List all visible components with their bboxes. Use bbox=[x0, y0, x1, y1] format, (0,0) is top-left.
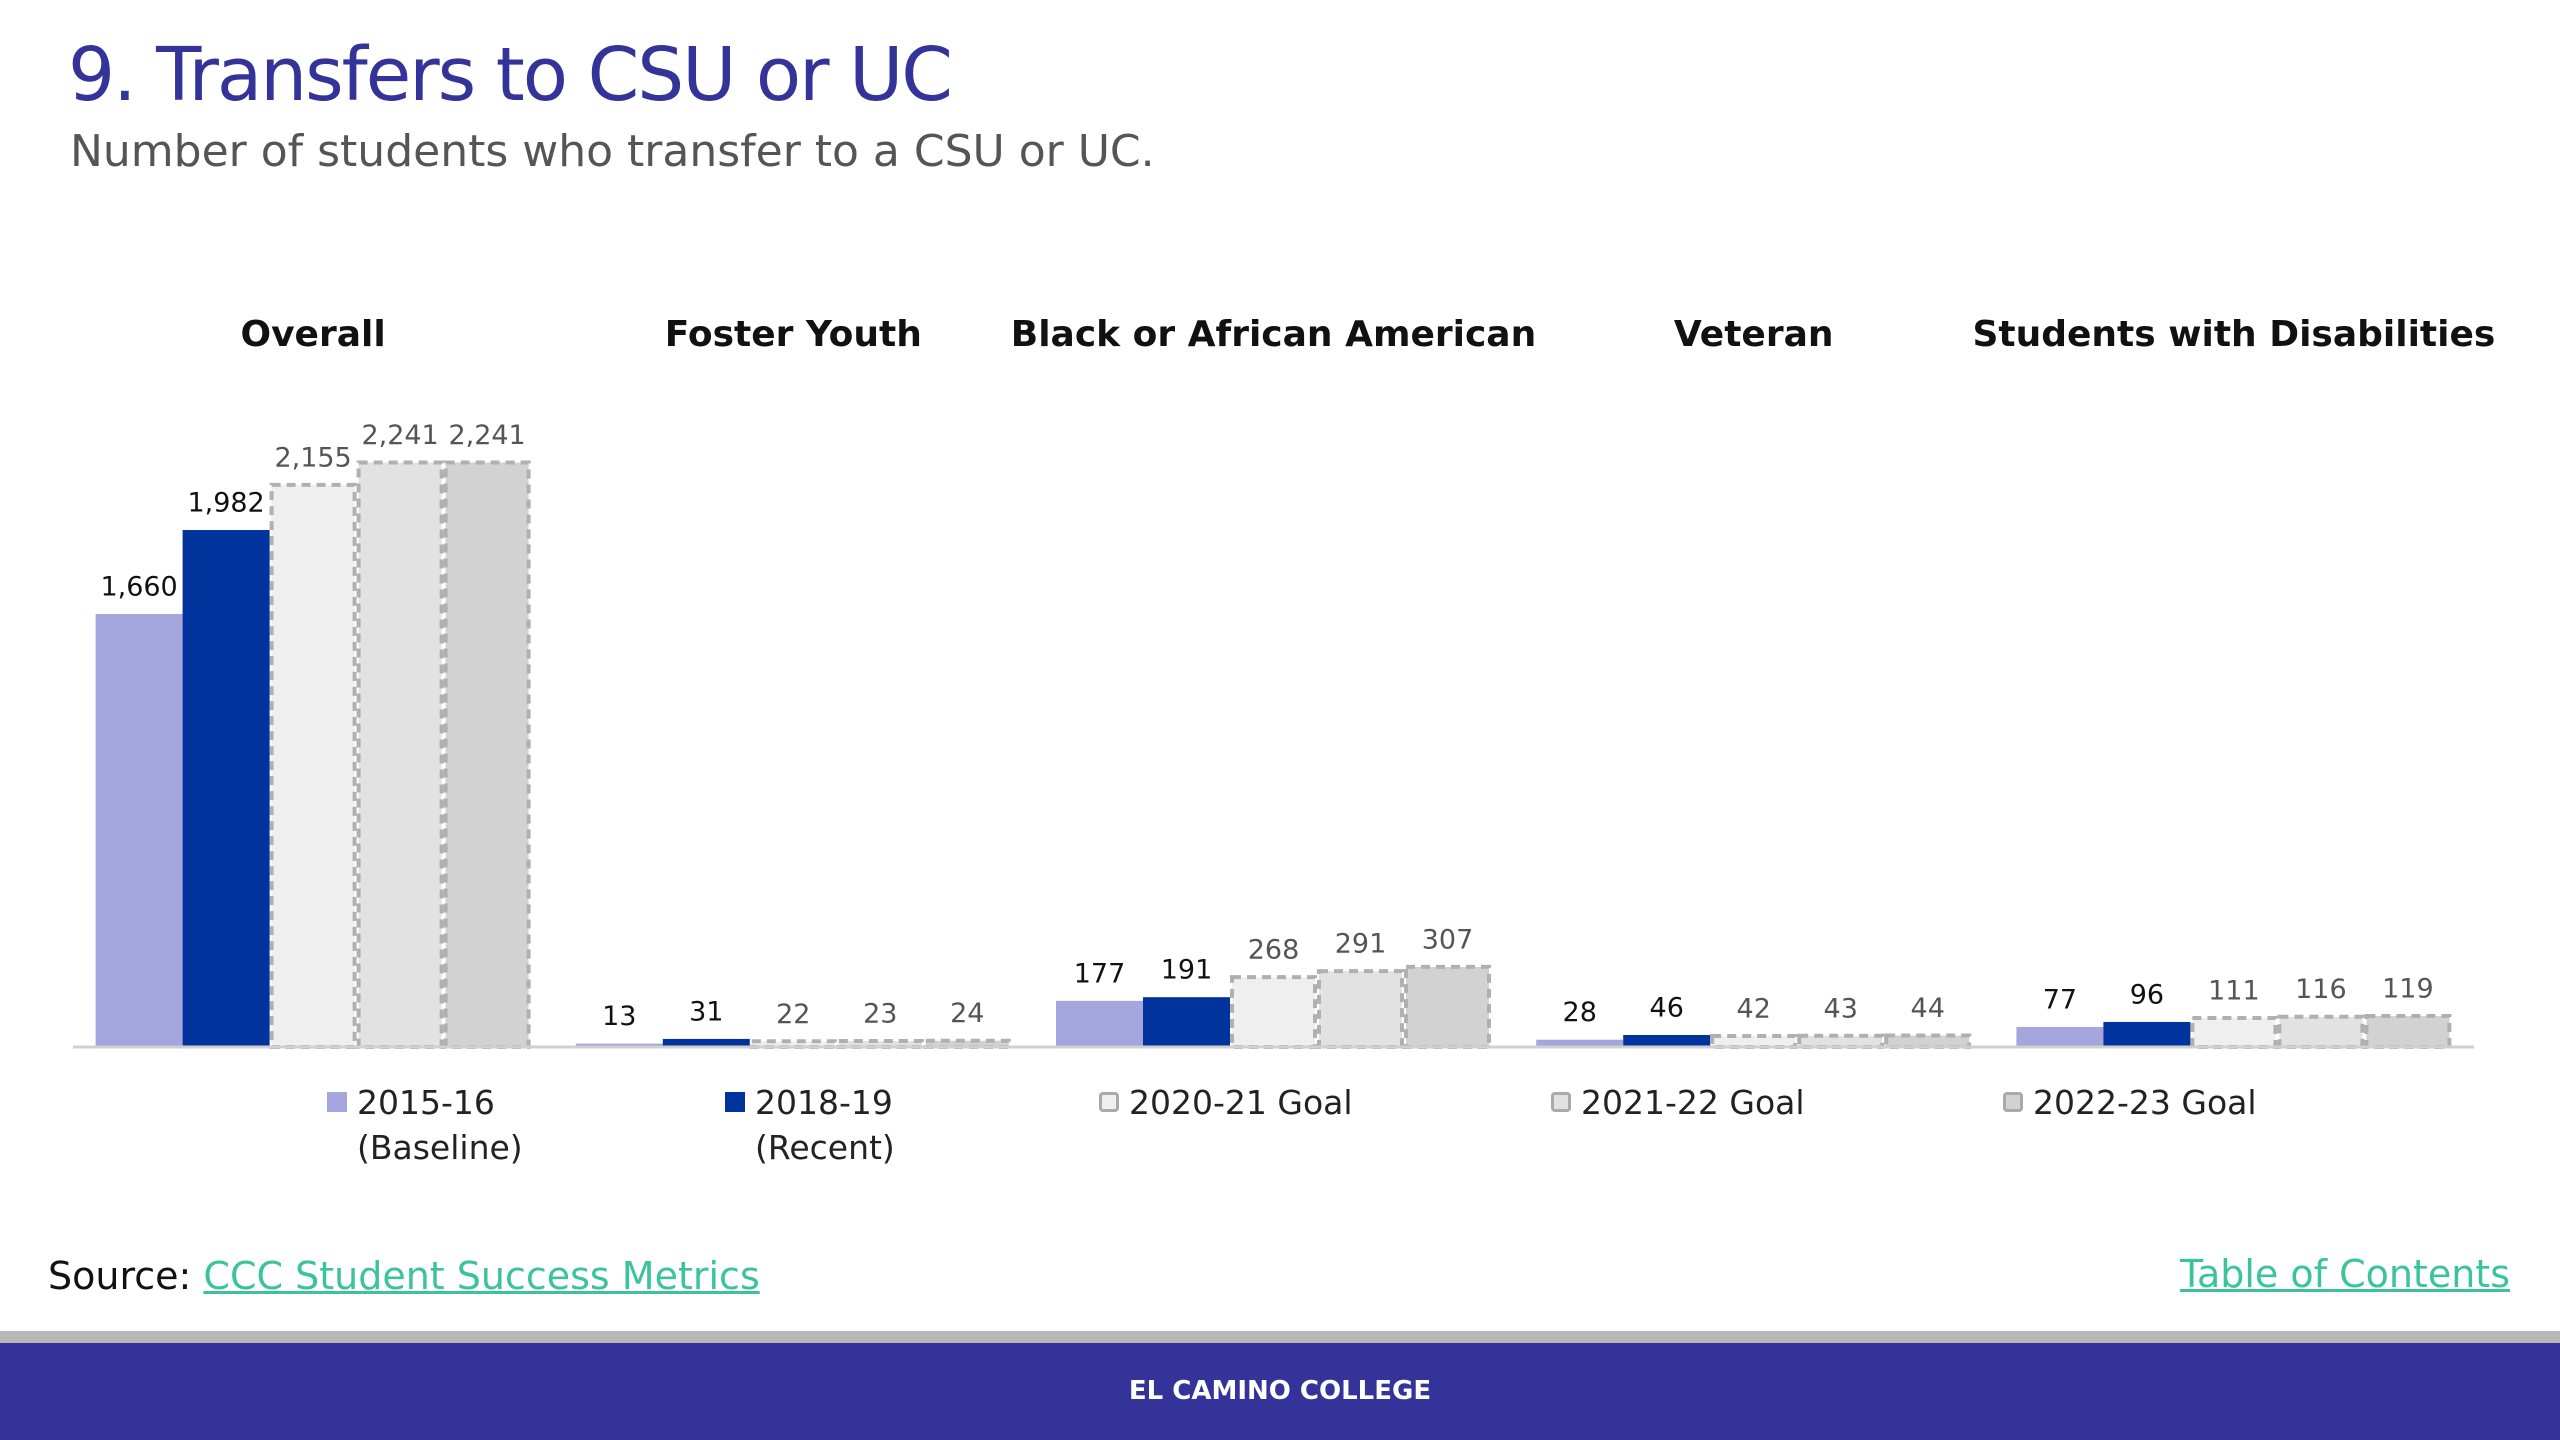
value-label: 43 bbox=[1824, 993, 1858, 1024]
legend-swatch bbox=[327, 1092, 347, 1112]
value-label: 22 bbox=[776, 999, 810, 1030]
legend-item: 2020-21 Goal bbox=[1099, 1080, 1353, 1125]
value-label: 77 bbox=[2043, 984, 2077, 1015]
legend-swatch bbox=[1551, 1092, 1571, 1112]
toc: Table of Contents bbox=[2180, 1252, 2510, 1296]
bar bbox=[1623, 1035, 1711, 1047]
bar bbox=[923, 1038, 1011, 1049]
bar bbox=[2016, 1026, 2104, 1047]
value-label: 31 bbox=[689, 996, 723, 1027]
college: EL CAMINO COLLEGE bbox=[1128, 1376, 1432, 1406]
legend-swatch bbox=[1099, 1092, 1119, 1112]
value-label: 28 bbox=[1563, 997, 1597, 1028]
legend-item: 2015-16 (Baseline) bbox=[327, 1080, 527, 1170]
value-label: 24 bbox=[950, 998, 984, 1029]
bar bbox=[836, 1039, 924, 1050]
bar bbox=[1404, 964, 1491, 1050]
value-label: 119 bbox=[2382, 973, 2434, 1004]
bar bbox=[2190, 1016, 2278, 1049]
legend-swatch bbox=[2003, 1092, 2023, 1112]
legend-label: 2015-16 (Baseline) bbox=[357, 1083, 523, 1167]
legend-label: 2022-23 Goal bbox=[2033, 1083, 2257, 1122]
legend-label: 2021-22 Goal bbox=[1581, 1083, 1805, 1122]
legend-label: 2020-21 Goal bbox=[1129, 1083, 1353, 1122]
bar bbox=[356, 460, 444, 1050]
legend-swatch bbox=[725, 1092, 745, 1112]
legend-label: 2018-19 (Recent) bbox=[755, 1083, 895, 1167]
value-label: 46 bbox=[1650, 993, 1684, 1024]
toc-link[interactable]: Table of Contents bbox=[2180, 1252, 2510, 1296]
category-label: Overall bbox=[240, 314, 385, 355]
value-label: 177 bbox=[1074, 958, 1126, 989]
bar bbox=[1797, 1033, 1885, 1050]
value-label: 1,660 bbox=[100, 572, 177, 603]
value-label: 268 bbox=[1248, 935, 1300, 966]
value-label: 96 bbox=[2130, 979, 2164, 1010]
source: Source: CCC Student Success Metrics bbox=[48, 1254, 760, 1298]
bar bbox=[269, 482, 357, 1049]
value-label: 116 bbox=[2295, 974, 2347, 1005]
bar bbox=[1143, 997, 1230, 1047]
value-label: 307 bbox=[1422, 924, 1474, 955]
title: 9. Transfers to CSU or UC bbox=[68, 32, 953, 118]
value-label: 111 bbox=[2208, 976, 2260, 1007]
bar bbox=[182, 530, 270, 1047]
value-label: 191 bbox=[1161, 955, 1213, 986]
subtitle: Number of students who transfer to a CSU… bbox=[70, 126, 1155, 177]
bar bbox=[1317, 969, 1404, 1049]
footer-band: EL CAMINO COLLEGE bbox=[0, 1343, 2560, 1440]
legend-item: 2022-23 Goal bbox=[2003, 1080, 2257, 1125]
bar bbox=[1710, 1034, 1798, 1050]
category-label: Students with Disabilities bbox=[1972, 314, 2495, 355]
value-label: 1,982 bbox=[187, 488, 264, 519]
value-label: 23 bbox=[863, 999, 897, 1030]
bar bbox=[2103, 1021, 2191, 1047]
legend: 2015-16 (Baseline) 2018-19 (Recent) 2020-2… bbox=[0, 1080, 2560, 1190]
bar bbox=[2277, 1014, 2365, 1050]
value-label: 44 bbox=[1911, 993, 1945, 1024]
footer-rule bbox=[0, 1331, 2560, 1343]
legend-item: 2021-22 Goal bbox=[1551, 1080, 1805, 1125]
bar bbox=[1884, 1033, 1972, 1049]
value-label: 2,241 bbox=[361, 420, 438, 451]
category-label: Black or African American bbox=[1011, 314, 1536, 355]
bar bbox=[1536, 1039, 1624, 1047]
bar bbox=[575, 1043, 663, 1047]
value-label: 42 bbox=[1737, 994, 1771, 1025]
bar bbox=[95, 614, 183, 1047]
source-label: Source: bbox=[48, 1254, 192, 1298]
category-label: Veteran bbox=[1674, 314, 1834, 355]
bar bbox=[749, 1039, 837, 1050]
bar bbox=[1056, 1000, 1143, 1047]
value-label: 2,241 bbox=[448, 420, 525, 451]
legend-item: 2018-19 (Recent) bbox=[725, 1080, 925, 1170]
bar bbox=[662, 1038, 750, 1047]
source-link[interactable]: CCC Student Success Metrics bbox=[203, 1254, 760, 1298]
bar bbox=[2364, 1013, 2452, 1049]
value-label: 2,155 bbox=[274, 442, 351, 473]
bar bbox=[443, 460, 531, 1050]
value-label: 291 bbox=[1335, 929, 1387, 960]
bar bbox=[1230, 975, 1317, 1050]
category-label: Foster Youth bbox=[665, 314, 922, 355]
value-label: 13 bbox=[602, 1001, 636, 1032]
